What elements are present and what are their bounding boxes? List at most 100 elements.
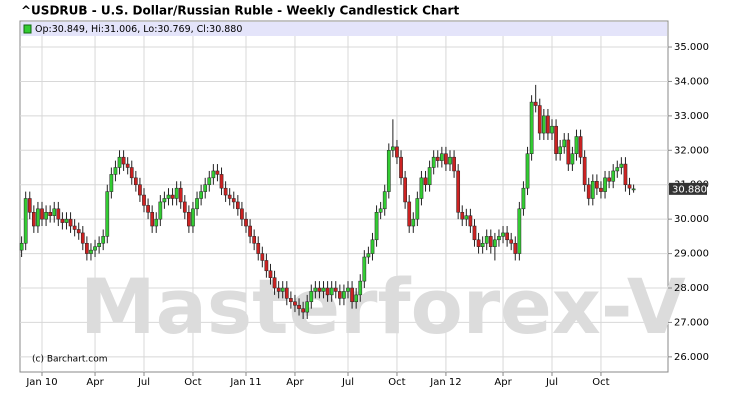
candle-body [476,239,481,247]
candle-body [444,153,448,165]
candle-body [80,232,85,244]
candle-body [456,170,461,213]
candle-body [244,218,248,227]
info-bar [21,22,667,36]
candle-body [56,208,61,220]
x-tick-label: Apr [286,377,304,388]
candle-body [313,287,318,292]
candle-body [354,294,359,303]
y-tick-label: 30.000 [674,214,709,225]
candle-body [391,146,395,151]
x-tick-label: Oct [184,377,201,388]
candle-body [23,198,28,244]
candle-body [215,170,220,175]
candle-body [293,301,297,306]
candle-body [31,212,36,227]
candle-body [305,301,310,313]
x-tick-label: Oct [388,377,405,388]
x-tick-label: Jul [341,377,354,388]
candle-body [154,218,159,227]
x-tick-label: Jan 11 [229,377,261,388]
candle-body [468,215,473,227]
candle-body [44,212,48,220]
y-tick-label: 28.000 [674,283,709,294]
x-tick-label: Apr [494,377,512,388]
candle-body [329,287,334,296]
candle-body [138,184,142,196]
candle-body [240,208,244,220]
candle-body [97,242,101,247]
watermark: Masterforex-V [80,262,686,351]
candle-body [260,253,265,261]
candle-body [595,181,599,189]
candle-body [501,232,505,237]
candle-body [590,181,595,199]
candle-body [333,287,338,292]
candle-body [121,156,126,165]
candle-body [36,208,40,227]
candle-body [382,191,387,210]
candle-body [19,242,24,251]
y-tick-label: 35.000 [674,42,709,53]
candle-body [150,212,155,227]
candle-body [289,298,293,303]
candle-body [350,287,354,303]
candle-body [578,136,583,158]
candle-body [558,146,563,154]
candle-body [85,242,89,254]
candle-body [191,208,195,227]
candle-body [133,177,138,185]
candle-body [484,236,489,244]
candle-body [27,198,32,213]
grid [20,36,668,372]
candle-body [101,236,106,244]
candle-body [117,156,122,168]
candle-body [337,291,342,299]
x-tick-label: Jul [137,377,150,388]
x-tick-label: Jul [545,377,558,388]
candle-body [366,253,371,258]
candle-body [76,229,81,234]
candle-body [203,184,208,192]
candle-body [374,212,379,241]
candle-body [174,187,179,199]
candle-body [415,198,420,220]
info-swatch [23,24,32,34]
candle-body [362,256,367,282]
candle-body [533,101,538,106]
candle-body [64,218,69,223]
candle-body [529,101,534,154]
y-tick-label: 29.000 [674,249,709,260]
x-tick-label: Oct [592,377,609,388]
candle-body [182,201,187,213]
last-price-box [669,182,707,195]
candle-body [268,270,273,278]
y-tick-label: 33.000 [674,111,709,122]
candle-body [146,205,150,213]
candle-body [488,236,493,247]
y-tick-label: 27.000 [674,317,709,328]
candle-body [125,163,130,168]
candle-body [256,242,261,254]
plot-area [19,20,669,373]
candle-body [272,277,277,289]
candle-body [570,153,575,165]
candle-body [342,291,346,299]
candle-body [411,218,416,227]
candle-body [321,287,326,292]
candle-body [423,177,428,185]
y-tick-label: 32.000 [674,145,709,156]
candle-body [264,260,269,272]
candle-body [142,194,146,206]
candle-body [40,208,44,220]
candle-body [582,156,587,185]
candle-body [358,280,363,296]
candles [19,84,636,319]
candle-body [497,236,501,241]
info-text: Op:30.849, Hi:31.006, Lo:30.769, Cl:30.8… [35,24,242,35]
x-tick-label: Apr [86,377,104,388]
candle-body [187,212,191,227]
candle-body [207,177,212,185]
candle-body [170,194,175,199]
